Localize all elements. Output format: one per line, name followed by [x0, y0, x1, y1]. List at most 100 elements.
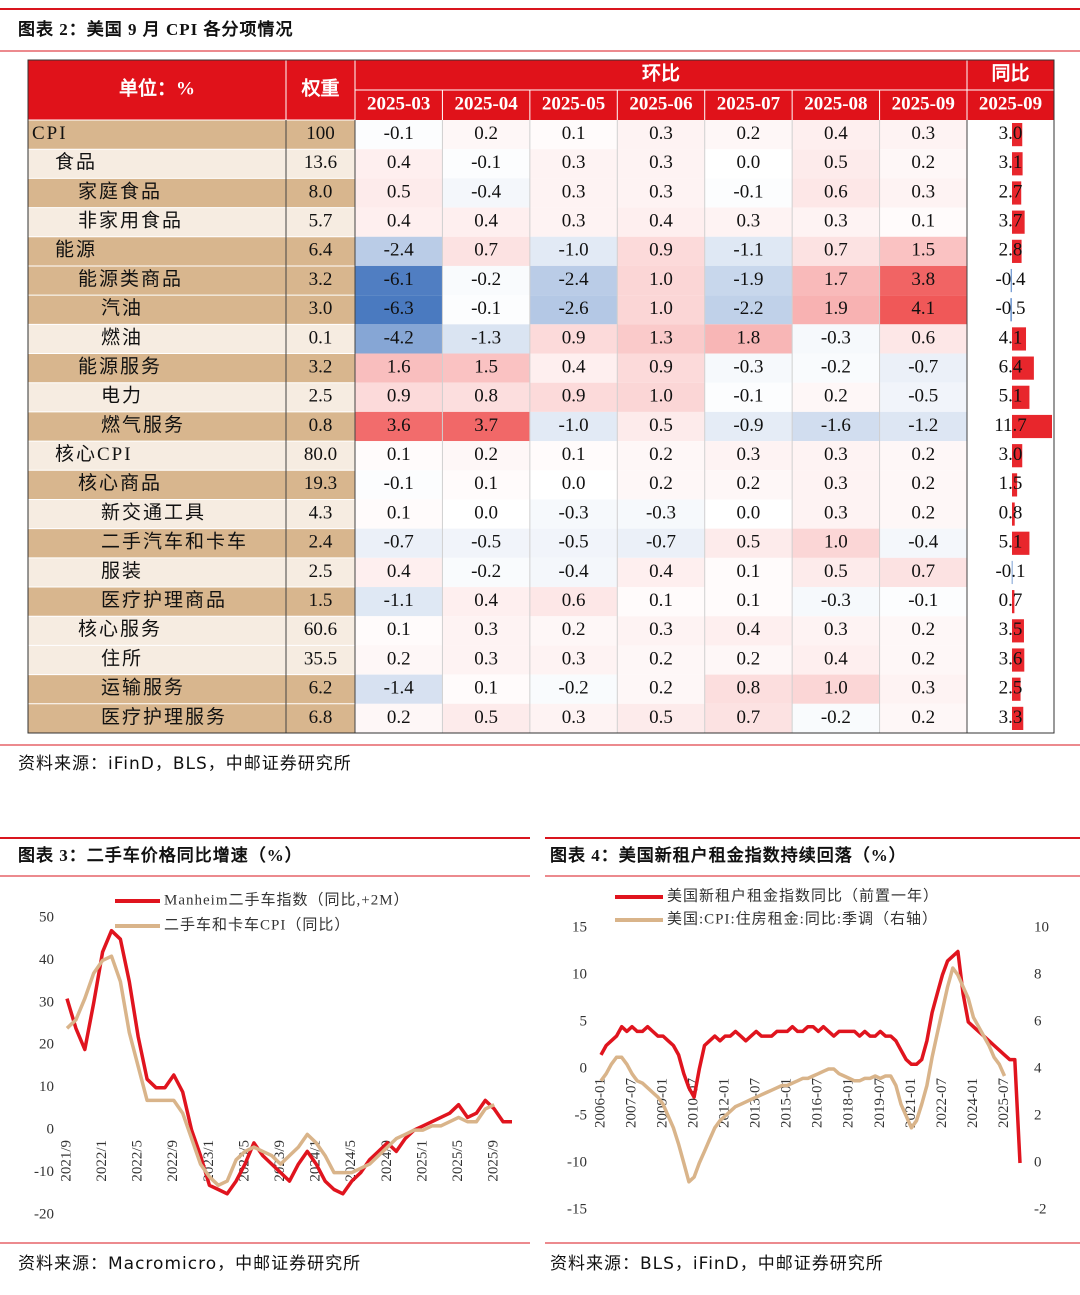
weight-cell: 8.0	[309, 181, 333, 202]
row-label: 能源	[55, 239, 97, 261]
x-tick-label: 2007-07	[623, 1078, 639, 1128]
yoy-bar	[1012, 414, 1052, 439]
value-cell: 0.1	[649, 590, 673, 611]
y-tick-label: 20	[39, 1037, 54, 1053]
value-cell: 0.1	[474, 473, 498, 494]
row-label: 住所	[101, 647, 143, 669]
value-cell: -0.7	[646, 532, 676, 553]
value-cell: -0.1	[733, 386, 763, 407]
header-cell: 同比	[991, 62, 1029, 84]
heat-cell	[442, 236, 530, 266]
source: 资料来源：BLS，iFinD，中邮证券研究所	[550, 1254, 884, 1274]
row-label-bg	[28, 178, 355, 208]
yoy-bar	[1010, 298, 1012, 322]
y-tick-label: 30	[39, 994, 54, 1010]
heat-cell	[355, 674, 443, 704]
value-cell: 0.8	[474, 386, 498, 407]
heat-cell	[529, 441, 618, 471]
weight-cell: 80.0	[304, 444, 337, 465]
value-cell: 0.7	[474, 240, 498, 261]
value-cell: 0.3	[562, 181, 586, 202]
value-cell: 3.7	[474, 415, 498, 436]
heat-cell	[355, 295, 443, 325]
header-cell: 2025-08	[804, 93, 867, 114]
value-cell: 3.8	[911, 269, 935, 290]
heat-cell	[442, 703, 530, 733]
yoy-bar	[1011, 560, 1013, 585]
value-cell: 0.9	[649, 356, 673, 377]
heat-cell	[355, 616, 443, 646]
heat-cell	[617, 703, 705, 733]
yoy-bar	[1012, 590, 1015, 614]
value-cell: -0.5	[471, 532, 501, 553]
heat-cell	[792, 353, 880, 383]
row-label-bg	[28, 528, 355, 558]
weight-cell: 3.2	[309, 356, 333, 377]
y-tick-label: 0	[580, 1060, 588, 1076]
value-cell: -0.2	[821, 356, 851, 377]
value-cell: -0.2	[559, 678, 589, 699]
yoy-cell: 2.7	[999, 181, 1023, 202]
heat-cell	[792, 616, 880, 646]
heat-cell	[879, 557, 967, 588]
value-cell: 0.2	[911, 473, 935, 494]
heat-cell	[704, 703, 793, 733]
heat-cell	[529, 645, 618, 675]
heat-cell	[617, 178, 705, 208]
series-line	[599, 966, 1007, 1184]
value-cell: 0.4	[474, 211, 498, 232]
heat-cell	[704, 674, 793, 704]
value-cell: -0.1	[733, 181, 763, 202]
row-label: 非家用食品	[78, 210, 183, 232]
value-cell: 0.2	[911, 648, 935, 669]
value-cell: 1.0	[649, 298, 673, 319]
heat-cell	[879, 382, 967, 412]
value-cell: -4.2	[384, 327, 414, 348]
yoy-bar	[1012, 181, 1022, 205]
heat-cell	[529, 120, 618, 150]
value-cell: 0.2	[911, 707, 935, 728]
heat-cell	[704, 616, 793, 646]
value-cell: 0.1	[474, 678, 498, 699]
yoy-bar	[1012, 356, 1034, 380]
value-cell: 0.3	[649, 123, 673, 144]
yoy-cell: 3.3	[999, 707, 1023, 728]
value-cell: -0.1	[471, 298, 501, 319]
heat-cell	[792, 441, 880, 471]
heat-cell	[617, 645, 705, 675]
y-tick-label: 15	[572, 919, 587, 935]
heat-cell	[355, 645, 443, 675]
value-cell: -1.0	[559, 240, 589, 261]
heat-cell	[704, 207, 793, 237]
heat-cell	[442, 382, 530, 412]
heat-cell	[355, 120, 443, 150]
yoy-cell: 1.5	[999, 473, 1023, 494]
heat-cell	[442, 470, 530, 500]
heat-cell	[704, 557, 793, 588]
heat-cell	[442, 265, 530, 296]
value-cell: 0.4	[387, 152, 411, 173]
value-cell: -0.2	[471, 269, 501, 290]
y-tick-label: 0	[47, 1122, 55, 1138]
legend-label: 二手车和卡车CPI（同比）	[164, 916, 350, 933]
header-cell: 2025-04	[454, 93, 518, 114]
header-cell: 单位：%	[119, 76, 195, 99]
x-tick-label: 2006-01	[592, 1078, 608, 1128]
row-label: 食品	[55, 151, 97, 173]
value-cell: 0.2	[911, 619, 935, 640]
heat-cell	[879, 353, 967, 383]
value-cell: 1.8	[737, 327, 761, 348]
heat-cell	[704, 441, 793, 471]
value-cell: -0.2	[821, 707, 851, 728]
value-cell: 0.3	[562, 648, 586, 669]
value-cell: 0.3	[737, 444, 761, 465]
row-label-bg	[28, 207, 355, 237]
series-line	[65, 928, 512, 1196]
value-cell: -1.1	[384, 590, 414, 611]
heat-cell	[355, 149, 443, 179]
heat-cell	[617, 674, 705, 704]
x-tick-label: 2025-07	[996, 1078, 1012, 1128]
heat-cell	[704, 178, 793, 208]
heat-cell	[529, 674, 618, 704]
value-cell: 0.3	[824, 502, 848, 523]
